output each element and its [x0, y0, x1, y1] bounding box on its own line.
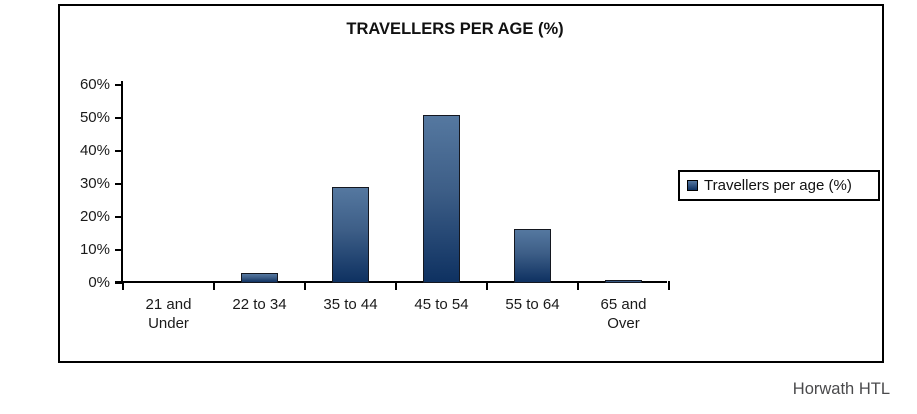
x-axis-tick: [122, 281, 124, 290]
x-axis-category-label: 21 and Under: [145, 296, 192, 332]
y-axis-tick: [115, 249, 122, 251]
y-axis-tick: [115, 183, 122, 185]
y-axis-tick-label: 50%: [79, 109, 110, 126]
legend-series-marker-icon: [687, 180, 698, 191]
x-axis-line: [115, 281, 667, 283]
y-axis-tick: [115, 117, 122, 119]
footer-brand-text: Horwath HTL: [792, 380, 890, 398]
legend-series-label: Travellers per age (%): [704, 177, 852, 194]
y-axis-tick-label: 30%: [79, 175, 110, 192]
chart-title: TRAVELLERS PER AGE (%): [346, 20, 564, 38]
y-axis-tick-label: 10%: [79, 241, 110, 258]
x-axis-tick: [668, 281, 670, 290]
x-axis-category-label: 35 to 44: [323, 296, 378, 313]
x-axis-category-label: 45 to 54: [414, 296, 469, 313]
y-axis-tick-label: 20%: [79, 208, 110, 225]
bar: [423, 115, 460, 283]
y-axis-tick-label: 40%: [79, 142, 110, 159]
bar: [241, 273, 278, 283]
y-axis-tick: [115, 282, 122, 284]
y-axis-tick-label: 0%: [88, 274, 110, 291]
x-axis-tick: [486, 281, 488, 290]
chart-frame: TRAVELLERS PER AGE (%) 0% 10% 20% 30% 40% 50%…: [58, 4, 884, 363]
y-axis-tick: [115, 150, 122, 152]
x-axis-category-label: 55 to 64: [505, 296, 560, 313]
bar: [332, 187, 369, 283]
legend-box: Travellers per age (%): [678, 170, 880, 201]
x-axis-category-label: 65 and Over: [600, 296, 647, 332]
y-axis-tick: [115, 216, 122, 218]
y-axis-tick: [115, 84, 122, 86]
bar: [605, 280, 642, 283]
x-axis-tick: [304, 281, 306, 290]
x-axis-tick: [213, 281, 215, 290]
x-axis-tick: [577, 281, 579, 290]
x-axis-tick: [395, 281, 397, 290]
y-axis-tick-label: 60%: [79, 76, 110, 93]
bar: [514, 229, 551, 283]
x-axis-category-label: 22 to 34: [232, 296, 287, 313]
y-axis-line: [121, 81, 123, 283]
